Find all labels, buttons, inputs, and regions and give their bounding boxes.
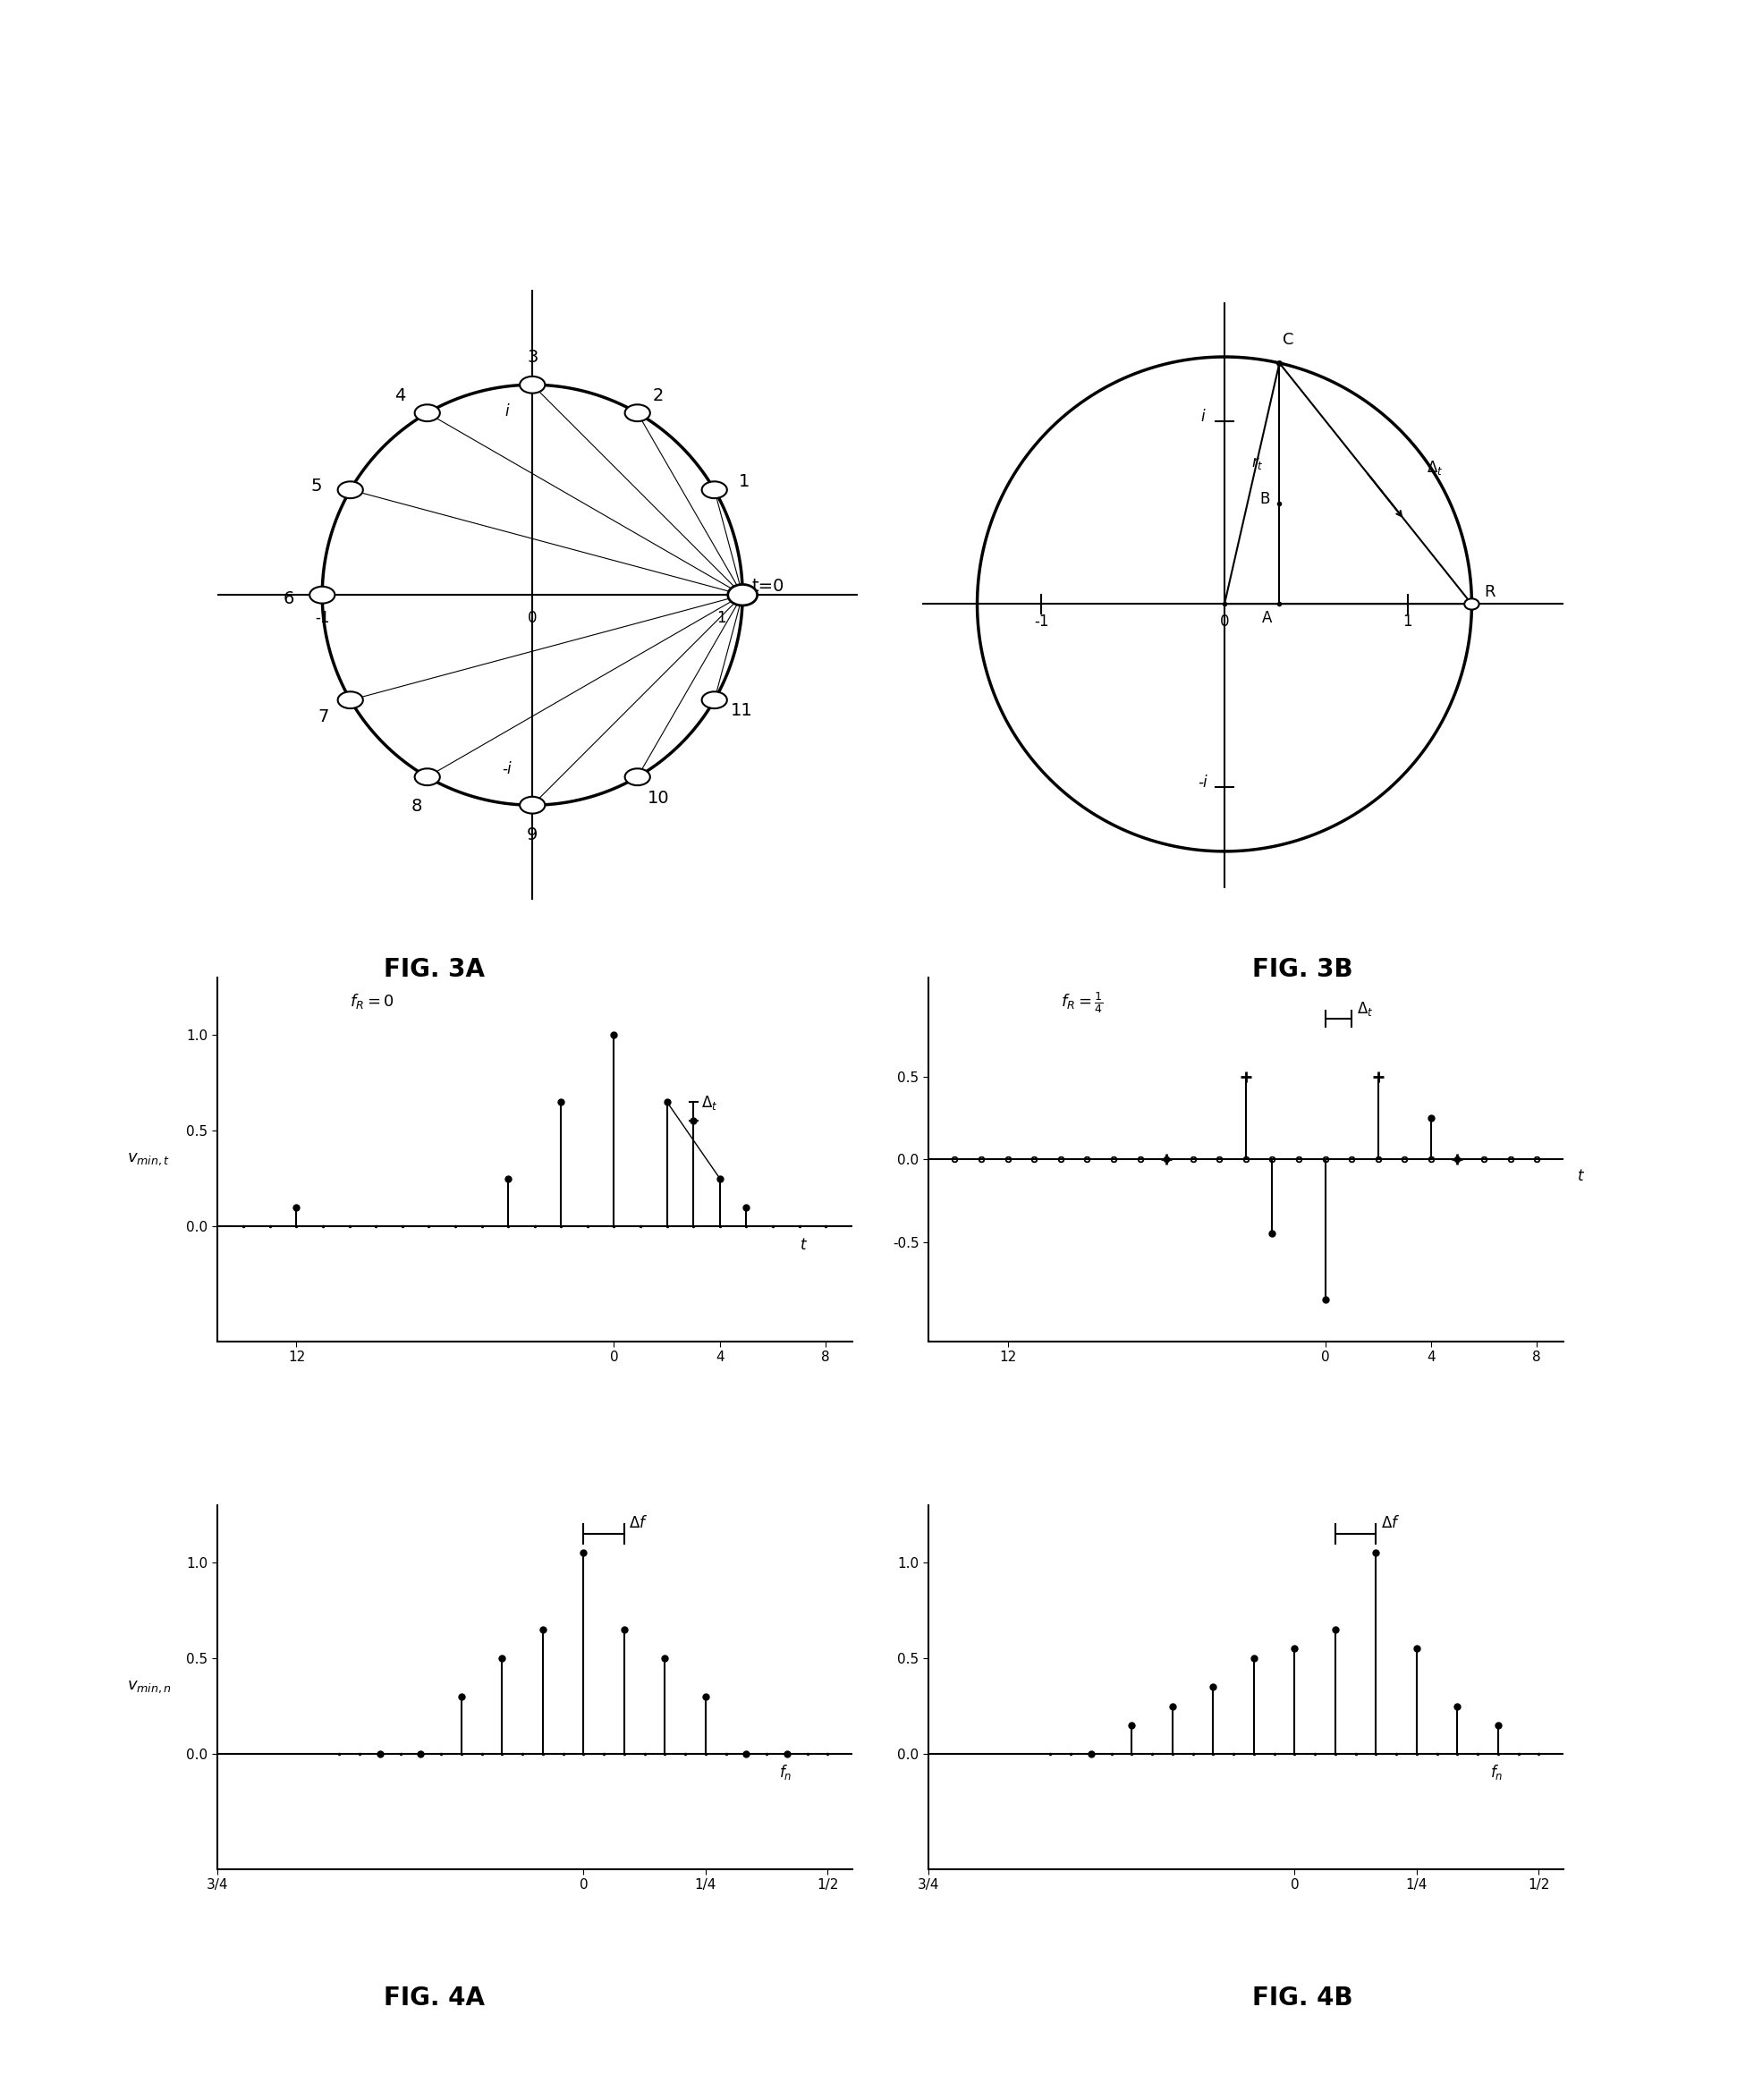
- Text: 0: 0: [528, 609, 537, 626]
- Text: $\Delta \mathit{f}$: $\Delta \mathit{f}$: [1381, 1516, 1400, 1531]
- Text: $\mathit{f}_n$: $\mathit{f}_n$: [778, 1762, 792, 1781]
- Ellipse shape: [337, 691, 363, 708]
- Text: C: C: [1284, 332, 1294, 349]
- Text: 2: 2: [653, 388, 664, 405]
- Text: FIG. 4B: FIG. 4B: [1252, 1987, 1353, 2012]
- Text: A: A: [1261, 609, 1271, 626]
- Ellipse shape: [625, 405, 650, 422]
- Ellipse shape: [702, 691, 728, 708]
- Text: 8: 8: [412, 798, 422, 815]
- Ellipse shape: [519, 796, 545, 813]
- Text: 1: 1: [1403, 613, 1412, 630]
- Y-axis label: $v_{min,n}$: $v_{min,n}$: [127, 1680, 172, 1695]
- Ellipse shape: [625, 769, 650, 785]
- Text: -i: -i: [502, 760, 512, 777]
- Text: FIG. 3B: FIG. 3B: [1252, 958, 1353, 983]
- Text: -i: -i: [1199, 775, 1207, 792]
- Y-axis label: $v_{min,t}$: $v_{min,t}$: [127, 1151, 170, 1168]
- Text: -1: -1: [314, 609, 330, 626]
- Text: $\mathit{f}_R=\frac{1}{4}$: $\mathit{f}_R=\frac{1}{4}$: [1061, 991, 1103, 1014]
- Ellipse shape: [1464, 598, 1478, 609]
- Ellipse shape: [728, 584, 757, 605]
- Ellipse shape: [309, 586, 335, 603]
- Text: t=0: t=0: [752, 578, 783, 594]
- Text: B: B: [1259, 491, 1270, 506]
- Text: $r_t$: $r_t$: [1251, 456, 1263, 470]
- Ellipse shape: [337, 481, 363, 498]
- Text: $t$: $t$: [1577, 1168, 1584, 1184]
- Text: FIG. 4A: FIG. 4A: [384, 1987, 485, 2012]
- Text: $\mathit{f}_R=0$: $\mathit{f}_R=0$: [349, 991, 394, 1010]
- Text: 1: 1: [717, 609, 726, 626]
- Ellipse shape: [519, 376, 545, 393]
- Ellipse shape: [702, 481, 728, 498]
- Text: 1: 1: [738, 473, 749, 489]
- Text: i: i: [505, 403, 509, 420]
- Text: 0: 0: [1219, 613, 1230, 630]
- Text: 3: 3: [526, 349, 538, 365]
- Text: $t$: $t$: [799, 1237, 808, 1254]
- Ellipse shape: [415, 405, 439, 422]
- Text: 11: 11: [731, 701, 752, 718]
- Text: 4: 4: [394, 388, 405, 405]
- Text: FIG. 3A: FIG. 3A: [384, 958, 485, 983]
- Text: 9: 9: [526, 825, 538, 842]
- Text: 6: 6: [283, 590, 294, 607]
- Text: 5: 5: [311, 477, 323, 494]
- Text: R: R: [1485, 584, 1496, 601]
- Text: 10: 10: [648, 790, 669, 806]
- Text: $\Delta_t$: $\Delta_t$: [1357, 1000, 1374, 1018]
- Text: i: i: [1200, 407, 1204, 424]
- Text: $\Delta_t$: $\Delta_t$: [702, 1094, 717, 1113]
- Text: 7: 7: [318, 708, 328, 724]
- Text: $\Delta \mathit{f}$: $\Delta \mathit{f}$: [629, 1516, 648, 1531]
- Text: -1: -1: [1034, 613, 1049, 630]
- Ellipse shape: [415, 769, 439, 785]
- Text: $\Delta_t$: $\Delta_t$: [1426, 458, 1443, 477]
- Text: $\mathit{f}_n$: $\mathit{f}_n$: [1490, 1762, 1503, 1781]
